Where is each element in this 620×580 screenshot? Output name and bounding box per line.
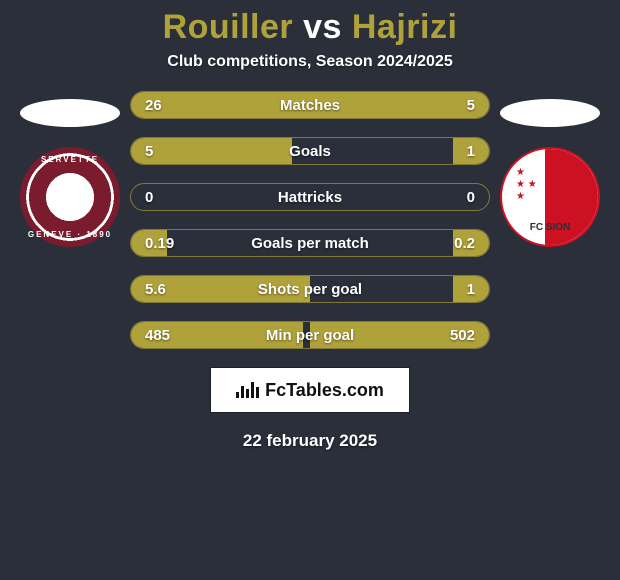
date-label: 22 february 2025 [243,431,377,451]
stat-row-min-per-goal: 485 Min per goal 502 [130,321,490,349]
logo-text: FcTables.com [265,380,384,401]
comparison-card: Rouiller vs Hajrizi Club competitions, S… [0,0,620,580]
page-title: Rouiller vs Hajrizi [163,8,458,47]
stat-label: Min per goal [191,327,429,344]
badge-stars-icon: ★★ ★★ [516,167,537,203]
stat-label: Hattricks [191,189,429,206]
badge-text-top: SERVETTE [41,155,99,164]
stat-label: Matches [191,97,429,114]
stat-right-value: 5 [429,97,489,114]
stat-right-value: 0.2 [429,235,489,252]
logo-bars-icon [236,382,259,398]
stats-column: 26 Matches 5 5 Goals 1 0 Hattricks 0 [130,91,490,349]
right-club-badge-icon: ★★ ★★ FC SION [500,147,600,247]
stat-left-value: 485 [131,327,191,344]
left-club-badge-icon: SERVETTE S GENEVE · 1890 [20,147,120,247]
stat-right-value: 0 [429,189,489,206]
stat-label: Shots per goal [191,281,429,298]
badge-club-text: FC SION [502,222,598,233]
stat-row-hattricks: 0 Hattricks 0 [130,183,490,211]
badge-text-bottom: GENEVE · 1890 [28,230,112,239]
stat-row-goals-per-match: 0.19 Goals per match 0.2 [130,229,490,257]
stat-label: Goals [191,143,429,160]
stat-row-goals: 5 Goals 1 [130,137,490,165]
main-row: SERVETTE S GENEVE · 1890 26 Matches 5 5 … [0,91,620,349]
left-flag-icon [20,99,120,127]
stat-right-value: 1 [429,143,489,160]
right-side: ★★ ★★ FC SION [490,91,610,247]
vs-label: vs [303,8,342,46]
player1-name: Rouiller [163,8,294,46]
stat-row-matches: 26 Matches 5 [130,91,490,119]
stat-left-value: 5.6 [131,281,191,298]
stat-right-value: 1 [429,281,489,298]
left-side: SERVETTE S GENEVE · 1890 [10,91,130,247]
stat-left-value: 5 [131,143,191,160]
stat-right-value: 502 [429,327,489,344]
badge-letter: S [60,176,80,218]
stat-label: Goals per match [191,235,429,252]
player2-name: Hajrizi [352,8,458,46]
stat-left-value: 0.19 [131,235,191,252]
source-logo: FcTables.com [210,367,410,413]
right-flag-icon [500,99,600,127]
stat-row-shots-per-goal: 5.6 Shots per goal 1 [130,275,490,303]
stat-left-value: 0 [131,189,191,206]
subtitle: Club competitions, Season 2024/2025 [167,53,452,71]
stat-left-value: 26 [131,97,191,114]
